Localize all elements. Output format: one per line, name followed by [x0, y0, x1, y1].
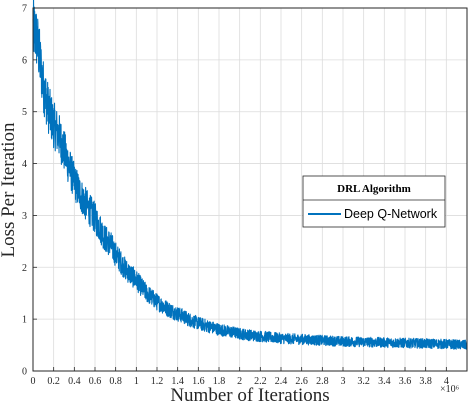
- x-axis-ticks: 0 0.2 0.4 0.6 0.8 1 1.2 1.4 1.6 1.8 2 2.2 2.4 2.6 2.8 3…: [31, 367, 449, 387]
- x-tick-label: 1.8: [213, 376, 226, 387]
- x-tick-label: 3.6: [399, 376, 412, 387]
- y-tick-label: 5: [22, 107, 27, 118]
- y-tick-label: 4: [22, 159, 27, 170]
- x-tick-label: 1.6: [192, 376, 205, 387]
- x-tick-label: 1: [134, 376, 139, 387]
- x-tick-label: 3.8: [419, 376, 432, 387]
- legend-box: [302, 175, 446, 228]
- x-axis-label: Number of Iterations: [170, 385, 329, 405]
- legend-entry-label: Deep Q-Network: [344, 207, 438, 221]
- y-axis-ticks: 0 1 2 3 4 5 6 7: [22, 4, 37, 378]
- y-axis-label: Loss Per Iteration: [0, 122, 19, 258]
- y-tick-label: 6: [22, 55, 27, 66]
- plot-frame: [32, 7, 468, 372]
- y-tick-label: 7: [22, 4, 27, 15]
- y-tick-label: 2: [22, 263, 27, 274]
- legend-title: DRL Algorithm: [337, 183, 411, 195]
- x-multiplier: ×10⁶: [440, 384, 460, 395]
- series-layer: [32, 0, 468, 350]
- x-tick-label: 0.2: [47, 376, 60, 387]
- series-line-deep-q-network: [32, 0, 468, 350]
- x-tick-label: 2: [237, 376, 242, 387]
- y-tick-label: 3: [22, 211, 27, 222]
- x-tick-label: 2.6: [295, 376, 308, 387]
- x-tick-label: 2.8: [316, 376, 329, 387]
- x-tick-label: 0: [31, 376, 36, 387]
- x-tick-label: 2.4: [275, 376, 288, 387]
- x-tick-label: 1.2: [151, 376, 164, 387]
- x-tick-label: 4: [444, 376, 449, 387]
- x-tick-label: 3: [341, 376, 346, 387]
- x-tick-label: 3.4: [378, 376, 391, 387]
- y-tick-label: 1: [22, 315, 27, 326]
- x-tick-label: 0.6: [89, 376, 102, 387]
- x-tick-label: 2.2: [254, 376, 267, 387]
- x-tick-label: 0.8: [109, 376, 122, 387]
- legend: DRL Algorithm Deep Q-Network: [302, 175, 446, 228]
- y-tick-label: 0: [22, 367, 27, 378]
- x-tick-label: 0.4: [68, 376, 81, 387]
- x-tick-label: 3.2: [357, 376, 370, 387]
- x-tick-label: 1.4: [171, 376, 184, 387]
